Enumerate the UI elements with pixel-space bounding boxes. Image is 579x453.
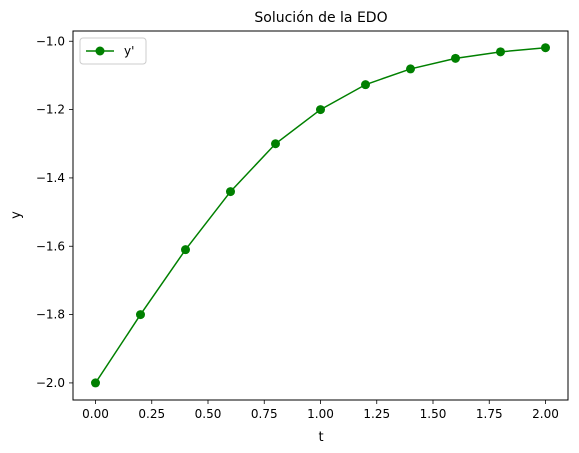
data-point bbox=[181, 245, 190, 255]
legend-entry-label: y' bbox=[124, 44, 134, 58]
series-line bbox=[94, 46, 546, 384]
x-tick-label: 0.50 bbox=[195, 407, 222, 421]
data-point bbox=[91, 378, 100, 388]
y-tick-label: −1.2 bbox=[36, 103, 65, 117]
data-point bbox=[496, 47, 505, 57]
y-tick-label: −2.0 bbox=[36, 376, 65, 390]
data-point bbox=[451, 53, 460, 63]
x-tick-label: 1.50 bbox=[420, 407, 447, 421]
data-point bbox=[541, 43, 550, 53]
x-tick-label: 0.75 bbox=[251, 407, 278, 421]
legend: y' bbox=[79, 37, 147, 65]
legend-marker-swatch bbox=[95, 46, 105, 56]
data-point bbox=[361, 80, 370, 90]
x-tick-label: 1.75 bbox=[476, 407, 503, 421]
x-tick-label: 0.25 bbox=[138, 407, 165, 421]
y-axis-label: y bbox=[9, 211, 24, 219]
x-axis-label: t bbox=[318, 430, 323, 445]
data-point bbox=[406, 64, 415, 74]
y-tick-label: −1.6 bbox=[36, 239, 65, 253]
y-tick-label: −1.0 bbox=[36, 34, 65, 48]
x-tick-label: 1.00 bbox=[307, 407, 334, 421]
data-point bbox=[271, 139, 280, 149]
y-axis: −2.0 −1.8 −1.6 −1.4 −1.2 −1.0 bbox=[36, 34, 73, 390]
data-point bbox=[316, 105, 325, 115]
x-axis: 0.00 0.25 0.50 0.75 1.00 1.25 1.50 1.75 2.00 bbox=[82, 400, 559, 421]
data-point bbox=[226, 187, 235, 197]
x-tick-label: 2.00 bbox=[532, 407, 559, 421]
chart-title: Solución de la EDO bbox=[254, 10, 387, 26]
x-tick-label: 1.25 bbox=[363, 407, 390, 421]
y-tick-label: −1.4 bbox=[36, 171, 65, 185]
series-layer bbox=[91, 43, 550, 388]
data-point bbox=[136, 310, 145, 320]
x-tick-label: 0.00 bbox=[82, 407, 109, 421]
plot-frame bbox=[72, 30, 569, 401]
y-tick-label: −1.8 bbox=[36, 308, 65, 322]
